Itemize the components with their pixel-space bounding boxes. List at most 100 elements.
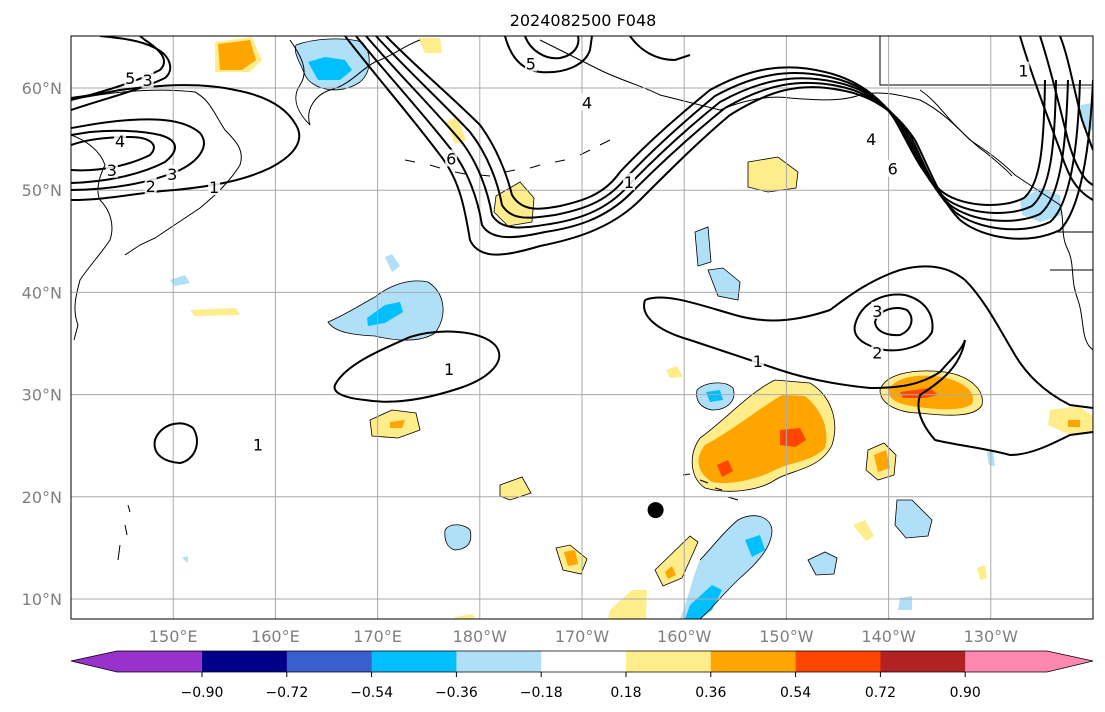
shade-positive-0.18 <box>446 117 466 144</box>
shade-negative-0.18 <box>444 524 471 550</box>
contour-5-west <box>71 36 172 111</box>
lon-tick-label: 130°W <box>964 627 1019 646</box>
contour-label-bg <box>751 351 764 369</box>
shade-negative-0.36 <box>745 535 765 557</box>
colorbar-segment <box>965 651 1047 672</box>
contour-label: 5 <box>125 69 135 88</box>
contour-label: 6 <box>888 160 898 179</box>
outline <box>699 515 773 619</box>
shade-negative-0.36 <box>685 585 722 619</box>
contour-label-bg <box>252 435 265 453</box>
lat-tick-label: 60°N <box>22 79 62 98</box>
contour-label: 1 <box>1018 62 1028 81</box>
shade-negative-0.18 <box>385 254 400 272</box>
shade-positive-0.18 <box>666 366 683 378</box>
outline <box>493 181 535 227</box>
map-title: 2024082500 F048 <box>510 11 657 30</box>
coast-aleutians <box>404 139 611 177</box>
shade-negative-0.36 <box>367 302 403 326</box>
coastlines <box>71 36 1093 561</box>
contour-aleut-low2 <box>524 36 580 60</box>
contour-label-bg <box>166 164 179 182</box>
coast-kuril <box>124 194 216 256</box>
shade-positive-0.36 <box>390 420 405 428</box>
contour-1-west <box>71 84 301 201</box>
coast-kamchatka <box>71 89 242 196</box>
contour-label-bg <box>105 160 118 178</box>
colorbar-segment <box>202 651 288 672</box>
shade-positive-0.36 <box>564 550 578 566</box>
lat-tick-label: 30°N <box>22 386 62 405</box>
contour-label: 2 <box>872 344 882 363</box>
coast-asia <box>71 134 113 341</box>
colorbar-segment <box>880 651 966 672</box>
lon-tick-label: 180°W <box>453 627 508 646</box>
contour-label: 3 <box>167 165 177 184</box>
contour-label: 1 <box>444 360 454 379</box>
contour-label: 4 <box>866 130 876 149</box>
contour-label: 3 <box>107 161 117 180</box>
contour-label-bg <box>445 149 458 167</box>
outline <box>879 370 983 416</box>
outline <box>747 156 799 193</box>
contour-label-bg <box>871 343 884 361</box>
shade-negative-0.18 <box>695 227 711 266</box>
outline <box>327 280 444 341</box>
shade-positive-0.36 <box>1068 420 1080 427</box>
contour-label: 1 <box>253 436 263 455</box>
colorbar-segment <box>541 651 627 672</box>
contour-label: 1 <box>753 352 763 371</box>
shade-positive-0.36 <box>218 40 256 70</box>
contour-west-2b <box>71 36 165 101</box>
colorbar-segment <box>286 651 373 672</box>
contour-label-bg <box>581 93 594 111</box>
lon-tick-label: 160°E <box>251 627 300 646</box>
colorbar-segment <box>795 651 881 672</box>
coast-islands <box>117 504 131 561</box>
contour-label-bg <box>1017 61 1030 79</box>
contour-label: 3 <box>143 71 153 90</box>
lon-tick-label: 170°E <box>353 627 402 646</box>
contour-label-bg <box>623 173 636 191</box>
shade-positive-0.36 <box>874 450 890 472</box>
lon-tick-label: 160°W <box>657 627 712 646</box>
contour-aleut-low3 <box>629 36 691 62</box>
colorbar-level-label: 0.72 <box>865 685 896 701</box>
contour-label: 5 <box>526 54 536 73</box>
contour-1-mid <box>333 330 501 403</box>
contour-2-west <box>71 118 205 191</box>
shading-outlines <box>294 38 983 619</box>
colorbar-level-label: 0.36 <box>695 685 726 701</box>
colorbar-segment <box>456 651 542 672</box>
contour-trough-1 <box>344 36 1093 256</box>
contour-label: 4 <box>115 132 125 151</box>
outline <box>555 544 588 575</box>
contour-aleut-low <box>504 36 593 74</box>
colorbar-upper-extension <box>1047 651 1093 672</box>
contour-ne3 <box>1059 36 1093 151</box>
shade-positive-0.18 <box>455 614 476 619</box>
lat-tick-label: 50°N <box>22 181 62 200</box>
colorbar-segment <box>710 651 797 672</box>
colorbar-level-label: 0.54 <box>780 685 811 701</box>
contour-label-bg <box>144 177 157 195</box>
contour-ne2 <box>1039 36 1093 186</box>
shade-positive-0.18 <box>748 157 798 192</box>
shade-positive-0.36 <box>698 395 827 484</box>
shade-negative-0.18 <box>898 596 912 610</box>
contour-label: 1 <box>624 173 634 192</box>
shade-positive-0.18 <box>853 520 874 541</box>
colorbar-segment <box>626 651 712 672</box>
graticule <box>71 36 1093 619</box>
contour-trough-4 <box>375 36 1057 219</box>
shade-positive-0.18 <box>190 308 240 316</box>
contour-label: 1 <box>209 178 219 197</box>
lat-tick-label: 10°N <box>22 590 62 609</box>
contour-2-east <box>853 293 934 352</box>
location-marker <box>647 502 664 519</box>
contour-label: 3 <box>872 302 882 321</box>
outline <box>444 524 472 551</box>
colorbar-level-label: −0.36 <box>435 685 478 701</box>
